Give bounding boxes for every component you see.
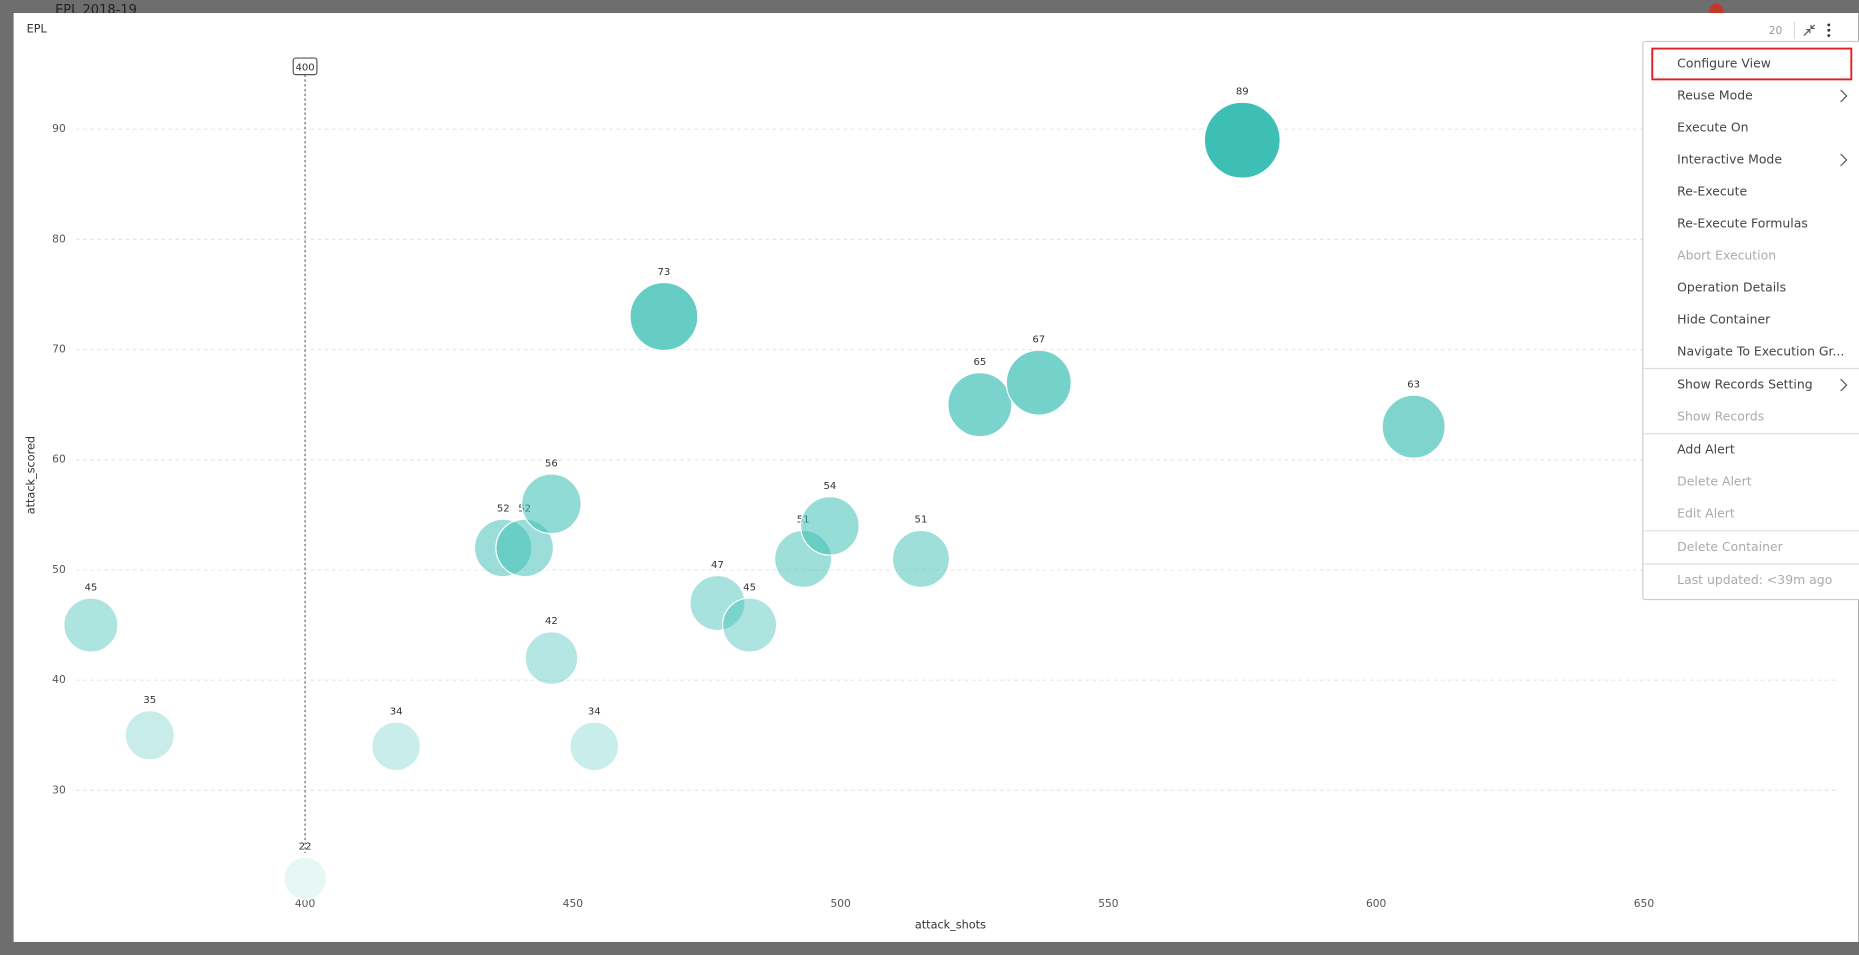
submenu-arrow (1840, 89, 1848, 103)
data-label: 35 (143, 695, 156, 706)
bubble (63, 597, 119, 653)
data-label: 52 (497, 503, 510, 514)
menu-item[interactable]: Re-Execute (1677, 183, 1747, 198)
bubble (371, 721, 422, 772)
x-tick-label: 550 (1098, 897, 1119, 910)
x-tick-label: 600 (1366, 897, 1387, 910)
data-label: 65 (973, 357, 986, 368)
data-label: 67 (1032, 334, 1045, 345)
menu-item: Delete Container (1677, 539, 1783, 554)
menu-item[interactable]: Interactive Mode (1677, 151, 1782, 166)
bubble (629, 281, 699, 352)
menu-item[interactable]: Hide Container (1677, 311, 1771, 326)
data-label: 47 (711, 560, 724, 571)
bubble (283, 856, 327, 901)
more-icon[interactable] (1827, 23, 1831, 37)
bubble (800, 496, 860, 556)
data-label: 22 (299, 842, 312, 853)
y-tick-label: 90 (52, 122, 66, 135)
data-label: 34 (588, 706, 601, 717)
bubble (524, 631, 579, 685)
menu-item: Last updated: <39m ago (1677, 572, 1832, 587)
menu-item: Edit Alert (1677, 506, 1735, 521)
data-label: 51 (915, 515, 928, 526)
menu-item: Delete Alert (1677, 474, 1752, 489)
bubble (947, 372, 1013, 438)
menu-item[interactable]: Show Records Setting (1677, 377, 1812, 392)
data-label: 42 (545, 616, 558, 627)
crosshair-label: 400 (295, 63, 314, 74)
x-axis-label: attack_shots (915, 918, 986, 931)
menu-panel (1642, 40, 1859, 601)
bubble (1203, 101, 1281, 179)
data-label: 89 (1236, 87, 1249, 98)
menu-item[interactable]: Configure View (1677, 55, 1771, 70)
menu-item: Show Records (1677, 409, 1764, 424)
y-tick-label: 30 (52, 783, 66, 796)
y-tick-label: 80 (52, 232, 66, 245)
bubble (1005, 349, 1072, 416)
menu-item: Abort Execution (1677, 247, 1776, 262)
data-label: 73 (657, 267, 670, 278)
menu-item[interactable]: Add Alert (1677, 442, 1735, 457)
bubble (689, 574, 746, 632)
bubble (721, 597, 778, 653)
x-tick-label: 400 (295, 897, 316, 910)
bubble (495, 518, 554, 578)
data-label: 63 (1407, 380, 1420, 391)
y-tick-label: 60 (52, 453, 66, 466)
x-tick-label: 500 (830, 897, 851, 910)
bubble (1381, 394, 1446, 459)
chart-title: EPL (27, 23, 48, 36)
bubble (124, 710, 175, 761)
crosshair-box (292, 57, 318, 76)
y-axis-label: attack_scored (24, 436, 37, 514)
menu-item[interactable]: Operation Details (1677, 279, 1786, 294)
y-tick-label: 70 (52, 343, 66, 356)
y-tick-label: 50 (52, 563, 66, 576)
submenu-arrow (1840, 153, 1848, 167)
count: 20 (1769, 24, 1783, 37)
bubble (891, 529, 951, 589)
bubble (569, 721, 620, 772)
submenu-arrow (1840, 378, 1848, 392)
modal (13, 13, 1859, 942)
context-menu: Configure View Reuse Mode Execute On Intera… (1642, 40, 1859, 601)
collapse-icon[interactable] (1803, 24, 1816, 36)
menu-item[interactable]: Reuse Mode (1677, 87, 1753, 102)
data-label: 56 (545, 458, 558, 469)
x-tick-label: 650 (1634, 897, 1655, 910)
bubble (521, 473, 582, 535)
data-label: 34 (390, 706, 403, 717)
y-tick-label: 40 (52, 673, 66, 686)
data-label: 45 (84, 582, 97, 593)
menu-item[interactable]: Execute On (1677, 119, 1748, 134)
menu-item[interactable]: Re-Execute Formulas (1677, 215, 1808, 230)
x-tick-label: 450 (563, 897, 584, 910)
menu-item[interactable]: Navigate To Execution Gr... (1677, 343, 1844, 358)
data-label: 54 (824, 481, 837, 492)
plot: 30 40 50 60 70 80 90 400 450 500 550 600 650 attack_s… (24, 57, 1837, 931)
data-label: 45 (743, 582, 756, 593)
menu-highlight (1651, 47, 1853, 81)
